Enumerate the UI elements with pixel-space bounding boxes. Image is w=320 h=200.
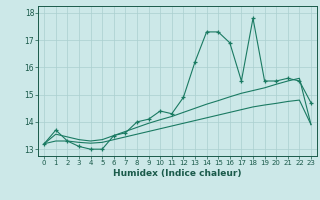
X-axis label: Humidex (Indice chaleur): Humidex (Indice chaleur) bbox=[113, 169, 242, 178]
